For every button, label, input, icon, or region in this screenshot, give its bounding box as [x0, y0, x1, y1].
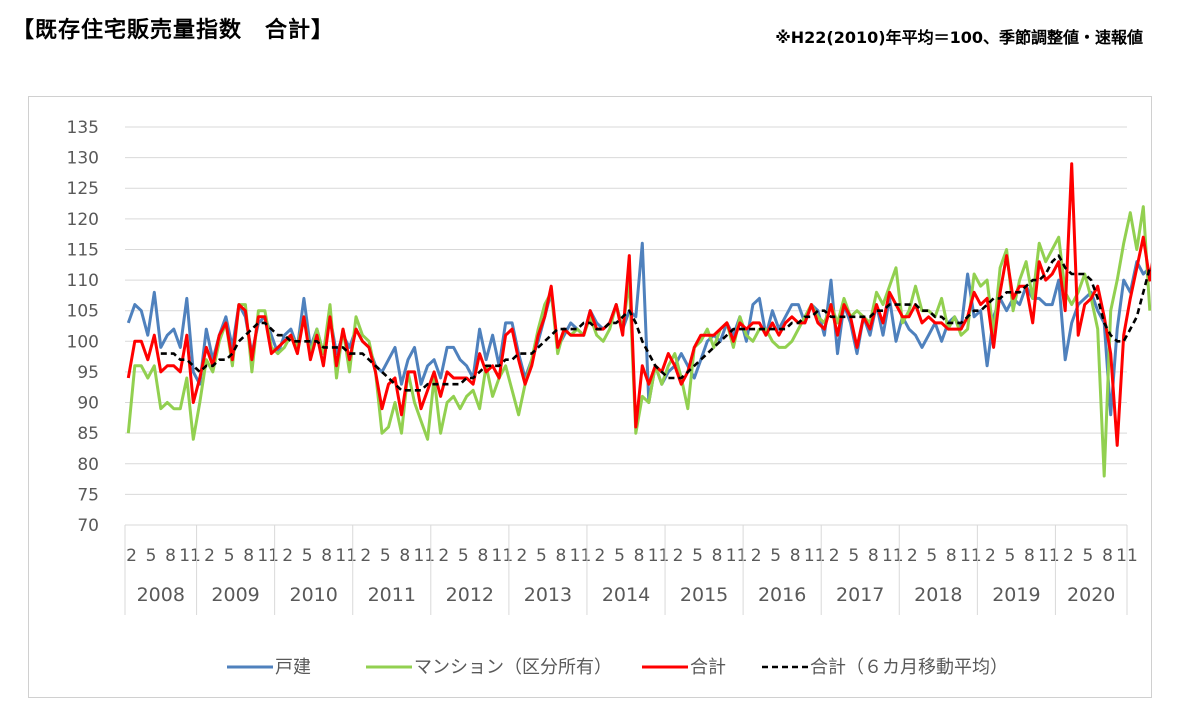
y-tick-label: 130 — [67, 149, 99, 169]
month-tick-label: 2 — [751, 546, 762, 566]
month-tick-label: 2 — [126, 546, 137, 566]
chart-title: 【既存住宅販売量指数 合計】 — [12, 18, 335, 43]
series-lines — [126, 162, 1165, 478]
month-tick-label: 8 — [399, 546, 410, 566]
month-tick-label: 8 — [243, 546, 254, 566]
month-tick-label: 2 — [1063, 546, 1074, 566]
month-tick-label: 2 — [829, 546, 840, 566]
month-tick-label: 5 — [380, 546, 391, 566]
month-tick-label: 2 — [438, 546, 449, 566]
year-label: 2017 — [836, 584, 884, 606]
month-tick-label: 8 — [556, 546, 567, 566]
y-tick-label: 125 — [67, 179, 99, 199]
month-tick-label: 8 — [1024, 546, 1035, 566]
month-tick-label: 2 — [516, 546, 527, 566]
year-label: 2009 — [211, 584, 259, 606]
chart-frame: 70 75 80 85 90 95 100 105 110 115 120 125 130 135 200… — [28, 96, 1165, 698]
year-label: 2015 — [680, 584, 728, 606]
month-tick-label: 11 — [882, 546, 904, 566]
y-tick-label: 135 — [67, 118, 99, 138]
month-tick-label: 2 — [360, 546, 371, 566]
month-tick-label: 2 — [907, 546, 918, 566]
y-tick-label: 110 — [67, 271, 99, 291]
y-axis-ticks: 70 75 80 85 90 95 100 105 110 115 120 125 130 135 — [67, 118, 99, 536]
y-tick-label: 105 — [67, 302, 99, 322]
month-tick-label: 11 — [335, 546, 357, 566]
year-label: 2010 — [290, 584, 338, 606]
month-tick-label: 5 — [302, 546, 313, 566]
month-tick-label: 2 — [204, 546, 215, 566]
y-tick-label: 70 — [77, 516, 99, 536]
legend-label: 合計 — [690, 657, 726, 678]
y-tick-label: 75 — [77, 485, 99, 505]
y-tick-label: 100 — [67, 332, 99, 352]
year-label: 2011 — [368, 584, 416, 606]
series-moving-average-line — [160, 254, 1152, 392]
month-tick-label: 5 — [458, 546, 469, 566]
series-total-line — [126, 162, 1165, 447]
month-tick-label: 8 — [1102, 546, 1113, 566]
month-tick-label: 8 — [790, 546, 801, 566]
month-tick-label: 8 — [946, 546, 957, 566]
month-tick-label: 5 — [692, 546, 703, 566]
y-tick-label: 120 — [67, 210, 99, 230]
month-tick-label: 11 — [570, 546, 592, 566]
year-label: 2013 — [524, 584, 572, 606]
gridlines — [125, 126, 1127, 526]
month-tick-label: 5 — [224, 546, 235, 566]
month-tick-label: 11 — [257, 546, 279, 566]
year-label: 2014 — [602, 584, 650, 606]
y-tick-label: 85 — [77, 424, 99, 444]
month-tick-label: 5 — [848, 546, 859, 566]
month-tick-label: 8 — [712, 546, 723, 566]
month-tick-label: 5 — [1083, 546, 1094, 566]
month-tick-label: 5 — [614, 546, 625, 566]
month-tick-label: 8 — [634, 546, 645, 566]
month-tick-label: 5 — [1004, 546, 1015, 566]
legend-label: 戸建 — [275, 657, 311, 678]
month-tick-label: 11 — [179, 546, 201, 566]
y-tick-label: 115 — [67, 240, 99, 260]
legend-label: 合計（６カ月移動平均） — [810, 657, 1008, 678]
year-label: 2018 — [914, 584, 962, 606]
month-tick-label: 2 — [595, 546, 606, 566]
y-tick-label: 80 — [77, 455, 99, 475]
month-tick-label: 5 — [536, 546, 547, 566]
month-tick-label: 8 — [477, 546, 488, 566]
month-tick-label: 8 — [165, 546, 176, 566]
legend: 戸建 マンション（区分所有） 合計 合計（６カ月移動平均） — [227, 657, 1008, 678]
month-tick-label: 11 — [804, 546, 826, 566]
month-tick-label: 5 — [770, 546, 781, 566]
month-tick-label: 11 — [1038, 546, 1060, 566]
month-tick-label: 5 — [926, 546, 937, 566]
month-tick-label: 11 — [413, 546, 435, 566]
month-tick-label: 5 — [146, 546, 157, 566]
chart-note: ※H22(2010)年平均＝100、季節調整値・速報値 — [775, 28, 1143, 47]
year-label: 2008 — [137, 584, 185, 606]
month-tick-label: 11 — [726, 546, 748, 566]
month-tick-label: 2 — [282, 546, 293, 566]
month-tick-label: 11 — [492, 546, 514, 566]
y-tick-label: 90 — [77, 394, 99, 414]
year-label: 2012 — [446, 584, 494, 606]
year-label: 2016 — [758, 584, 806, 606]
year-label: 2020 — [1067, 584, 1115, 606]
month-tick-label: 2 — [673, 546, 684, 566]
month-tick-label: 11 — [960, 546, 982, 566]
legend-label: マンション（区分所有） — [414, 657, 612, 678]
month-tick-label: 11 — [648, 546, 670, 566]
month-tick-label: 8 — [321, 546, 332, 566]
year-label: 2019 — [992, 584, 1040, 606]
y-tick-label: 95 — [77, 363, 99, 383]
month-tick-label: 8 — [868, 546, 879, 566]
month-tick-label: 2 — [985, 546, 996, 566]
